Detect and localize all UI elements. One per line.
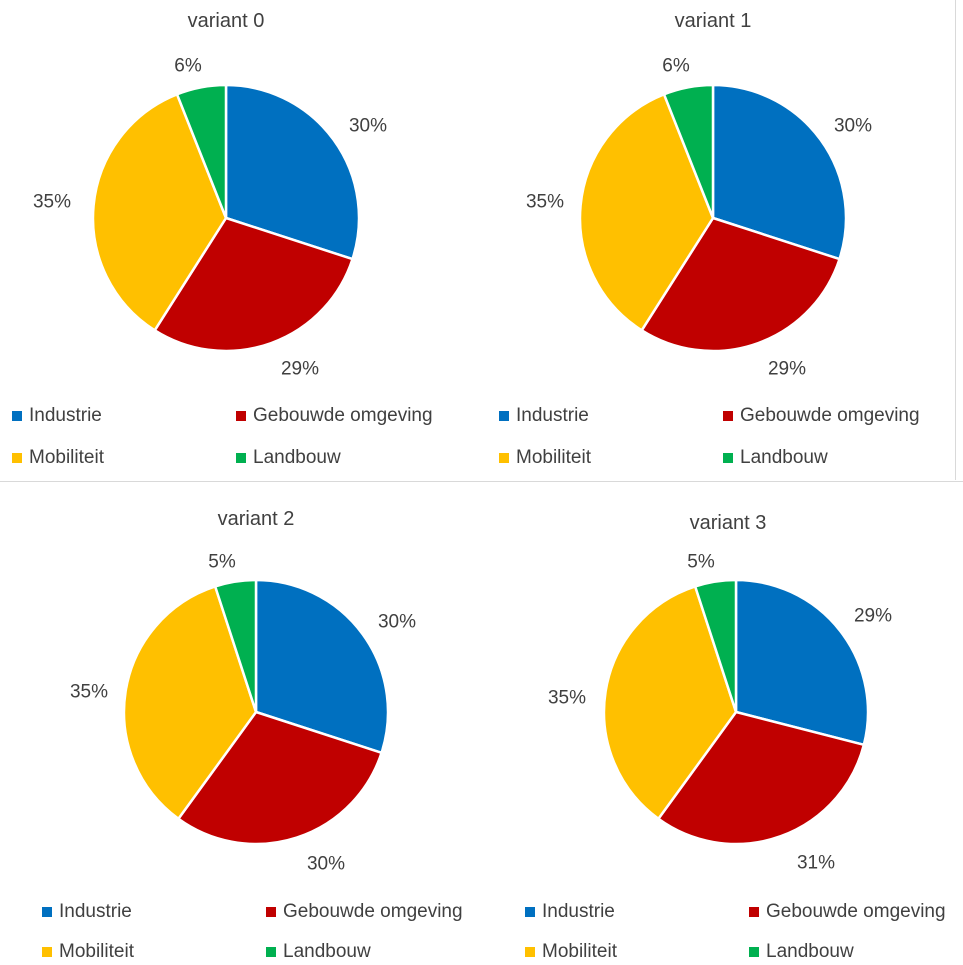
pie-svg: 30% 29% 35% 6% bbox=[33, 56, 387, 380]
legend-swatch bbox=[525, 947, 535, 957]
legend-item-gebouwde-omgeving: Gebouwde omgeving bbox=[236, 405, 433, 427]
data-label-gebouwde-omgeving: 29% bbox=[768, 359, 806, 380]
legend-swatch bbox=[525, 907, 535, 917]
legend-label: Industrie bbox=[516, 405, 589, 426]
pie-slice-landbouw bbox=[175, 83, 228, 220]
data-label-gebouwde-omgeving: 30% bbox=[307, 854, 345, 875]
panel-divider-vertical bbox=[955, 0, 956, 480]
legend-label: Mobiliteit bbox=[516, 447, 591, 468]
legend-item-landbouw: Landbouw bbox=[266, 941, 371, 963]
legend-label: Gebouwde omgeving bbox=[283, 901, 463, 922]
legend-swatch bbox=[42, 907, 52, 917]
chart-title: variant 3 bbox=[689, 512, 767, 534]
legend-swatch bbox=[499, 453, 509, 463]
data-label-industrie: 30% bbox=[834, 116, 872, 137]
chart-title: variant 0 bbox=[187, 10, 265, 32]
chart-title: variant 1 bbox=[674, 10, 752, 32]
legend-item-mobiliteit: Mobiliteit bbox=[12, 447, 104, 469]
legend-swatch bbox=[12, 411, 22, 421]
data-label-industrie: 29% bbox=[854, 606, 892, 627]
pie-slice-gebouwde-omgeving bbox=[177, 710, 383, 846]
legend-label: Gebouwde omgeving bbox=[766, 901, 946, 922]
legend-label: Mobiliteit bbox=[542, 941, 617, 962]
pie-slice-gebouwde-omgeving bbox=[657, 710, 866, 846]
pie-svg: 30% 30% 35% 5% bbox=[70, 552, 416, 875]
legend-item-mobiliteit: Mobiliteit bbox=[525, 941, 617, 963]
legend-item-landbouw: Landbouw bbox=[236, 447, 341, 469]
pie-chart-variant-2: variant 2 30% 30% 35% 5% Industrie Gebouwde om… bbox=[0, 482, 483, 965]
data-label-landbouw: 5% bbox=[687, 552, 715, 573]
legend-swatch bbox=[723, 411, 733, 421]
legend-item-gebouwde-omgeving: Gebouwde omgeving bbox=[749, 901, 946, 923]
pie-chart-variant-3: variant 3 29% 31% 35% 5% Industrie Gebouwde om… bbox=[483, 482, 963, 965]
pie-slice-mobiliteit bbox=[122, 585, 258, 821]
data-label-industrie: 30% bbox=[378, 612, 416, 633]
data-label-mobiliteit: 35% bbox=[548, 688, 586, 709]
legend-swatch bbox=[266, 947, 276, 957]
legend-item-industrie: Industrie bbox=[499, 405, 589, 427]
legend-item-landbouw: Landbouw bbox=[723, 447, 828, 469]
legend-label: Mobiliteit bbox=[59, 941, 134, 962]
legend-item-gebouwde-omgeving: Gebouwde omgeving bbox=[723, 405, 920, 427]
pie-slice-landbouw bbox=[662, 83, 715, 220]
legend-label: Industrie bbox=[59, 901, 132, 922]
data-label-landbouw: 6% bbox=[662, 56, 690, 77]
data-label-mobiliteit: 35% bbox=[70, 682, 108, 703]
pie-svg: 30% 29% 35% 6% bbox=[526, 56, 872, 380]
legend-item-industrie: Industrie bbox=[525, 901, 615, 923]
legend-swatch bbox=[42, 947, 52, 957]
panel-divider-horizontal bbox=[0, 481, 963, 482]
legend-item-mobiliteit: Mobiliteit bbox=[499, 447, 591, 469]
legend-swatch bbox=[12, 453, 22, 463]
chart-title: variant 2 bbox=[217, 508, 295, 530]
legend-swatch bbox=[236, 453, 246, 463]
pie-slice-landbouw bbox=[693, 578, 738, 714]
data-label-gebouwde-omgeving: 31% bbox=[797, 853, 835, 874]
legend-item-landbouw: Landbouw bbox=[749, 941, 854, 963]
pie-slice-landbouw bbox=[213, 578, 258, 714]
legend-item-mobiliteit: Mobiliteit bbox=[42, 941, 134, 963]
pie-chart-variant-1: variant 1 30% 29% 35% 6% Industrie Gebouwde om… bbox=[483, 0, 955, 480]
legend-swatch bbox=[749, 907, 759, 917]
pie-slice-industrie bbox=[224, 83, 361, 261]
pie-slice-mobiliteit bbox=[602, 585, 738, 821]
legend-swatch bbox=[236, 411, 246, 421]
legend-swatch bbox=[266, 907, 276, 917]
pie-slice-gebouwde-omgeving bbox=[153, 216, 354, 353]
legend-label: Landbouw bbox=[253, 447, 341, 468]
legend-item-industrie: Industrie bbox=[42, 901, 132, 923]
pie-chart-variant-0: variant 0 30% 29% 35% 6% Industrie Gebouwde om… bbox=[0, 0, 483, 480]
legend-label: Industrie bbox=[29, 405, 102, 426]
data-label-industrie: 30% bbox=[349, 116, 387, 137]
data-label-landbouw: 6% bbox=[174, 56, 202, 77]
data-label-mobiliteit: 35% bbox=[33, 192, 71, 213]
data-label-gebouwde-omgeving: 29% bbox=[281, 359, 319, 380]
data-label-landbouw: 5% bbox=[208, 552, 236, 573]
legend-label: Gebouwde omgeving bbox=[740, 405, 920, 426]
legend-swatch bbox=[499, 411, 509, 421]
legend-item-industrie: Industrie bbox=[12, 405, 102, 427]
pie-slice-mobiliteit bbox=[91, 93, 228, 332]
legend-swatch bbox=[723, 453, 733, 463]
legend-swatch bbox=[749, 947, 759, 957]
pie-svg: 29% 31% 35% 5% bbox=[548, 552, 892, 874]
data-label-mobiliteit: 35% bbox=[526, 192, 564, 213]
legend-label: Landbouw bbox=[283, 941, 371, 962]
pie-slice-industrie bbox=[254, 578, 390, 755]
pie-slice-mobiliteit bbox=[578, 93, 715, 332]
legend-label: Industrie bbox=[542, 901, 615, 922]
legend-item-gebouwde-omgeving: Gebouwde omgeving bbox=[266, 901, 463, 923]
legend-label: Mobiliteit bbox=[29, 447, 104, 468]
legend-label: Gebouwde omgeving bbox=[253, 405, 433, 426]
legend-label: Landbouw bbox=[766, 941, 854, 962]
legend-label: Landbouw bbox=[740, 447, 828, 468]
pie-slice-industrie bbox=[734, 578, 870, 747]
pie-slice-gebouwde-omgeving bbox=[640, 216, 841, 353]
pie-slice-industrie bbox=[711, 83, 848, 261]
